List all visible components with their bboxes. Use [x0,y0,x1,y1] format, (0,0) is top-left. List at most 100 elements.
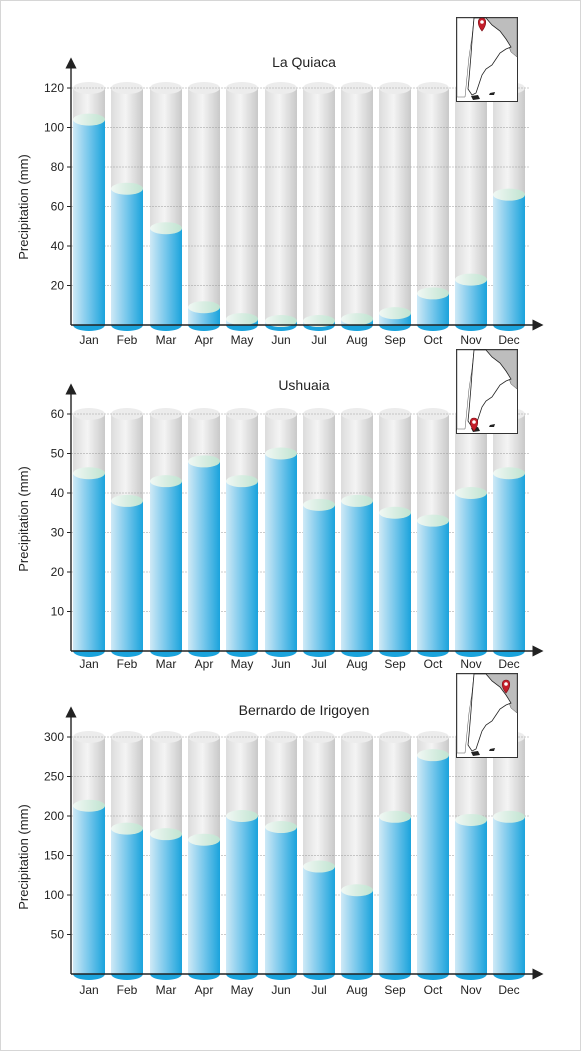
x-tick-label: Jan [79,333,98,347]
tierra-del-fuego [471,751,480,756]
y-axis-label: Precipitation (mm) [16,804,31,909]
x-tick-label: Jun [271,657,290,671]
x-tick-label: Mar [156,657,177,671]
bar-top [493,188,525,201]
falkland-islands [489,92,495,95]
bar [417,520,449,651]
bar [493,194,525,325]
y-tick-label: 200 [44,809,64,823]
x-tick-label: Apr [195,983,214,997]
bar [150,228,182,325]
x-tick-label: Aug [346,657,367,671]
bar [226,816,258,974]
bar-top [226,475,258,488]
bar-top [188,301,220,314]
location-pin-dot [504,682,508,686]
argentina-outline [467,673,512,752]
bar-top [493,810,525,823]
x-tick-label: Feb [117,333,138,347]
x-tick-label: May [231,333,254,347]
bar-top [417,749,449,762]
location-pin-dot [472,420,476,424]
bar-top [150,222,182,235]
x-tick-label: Mar [156,333,177,347]
bar [226,481,258,651]
bar [111,500,143,651]
x-tick-label: May [231,983,254,997]
y-tick-label: 250 [44,770,64,784]
bar-top [493,467,525,480]
bar [111,188,143,325]
y-tick-label: 60 [51,200,65,214]
bar [341,890,373,974]
bar [150,481,182,651]
x-tick-label: Jan [79,657,98,671]
bar-top [188,455,220,468]
bar [111,828,143,974]
falkland-islands [489,424,495,427]
bar [73,119,105,325]
location-pin-icon [469,417,479,432]
x-tick-label: Nov [460,657,481,671]
locator-map-la-quiaca [456,17,518,102]
y-tick-label: 300 [44,730,64,744]
x-tick-label: Jan [79,983,98,997]
bar-top [455,487,487,499]
y-tick-label: 40 [51,486,65,500]
x-tick-label: Jun [271,983,290,997]
x-tick-label: Jul [311,983,326,997]
bar [455,279,487,325]
x-tick-label: Oct [424,983,443,997]
bar [455,493,487,651]
x-tick-label: Sep [384,983,406,997]
x-tick-label: Aug [346,983,367,997]
y-tick-label: 150 [44,849,64,863]
bar-top [417,514,449,527]
argentina-outline [467,17,512,96]
bar-top [417,287,449,300]
locator-map-ushuaia [456,349,518,434]
y-tick-label: 30 [51,526,65,540]
y-tick-label: 50 [51,447,65,461]
bar [379,816,411,974]
bar-top [455,273,487,286]
y-tick-label: 20 [51,565,65,579]
bar-top [150,828,182,841]
bar-top [73,467,105,480]
x-tick-label: Sep [384,657,406,671]
bar-top [341,313,373,326]
location-pin-dot [480,20,484,24]
y-tick-label: 40 [51,239,65,253]
bar [265,827,297,974]
y-axis-label: Precipitation (mm) [16,154,31,259]
x-tick-label: Mar [156,983,177,997]
bar [493,816,525,974]
bar-top [379,810,411,823]
chart-panel-la-quiaca: La Quiaca 20 40 60 80 100 120 Jan Feb Mar Apr May Ju… [1,1,581,356]
bar [341,500,373,651]
bar-top [188,833,220,846]
bar [455,819,487,974]
x-tick-label: Oct [424,657,443,671]
bar [417,755,449,974]
y-tick-label: 60 [51,407,65,421]
chart-title: La Quiaca [272,54,336,70]
bar-top [73,799,105,812]
chart-title: Ushuaia [278,377,330,393]
x-tick-label: May [231,657,254,671]
x-tick-label: Feb [117,657,138,671]
bar-top [341,494,373,507]
x-tick-label: Dec [498,657,519,671]
bar [379,512,411,651]
y-tick-label: 100 [44,888,64,902]
bar [303,504,335,651]
bar-top [341,884,373,897]
x-tick-label: Dec [498,983,519,997]
bar-top [226,313,258,326]
bar-top [265,447,297,460]
y-tick-label: 50 [51,928,65,942]
y-tick-label: 20 [51,279,65,293]
